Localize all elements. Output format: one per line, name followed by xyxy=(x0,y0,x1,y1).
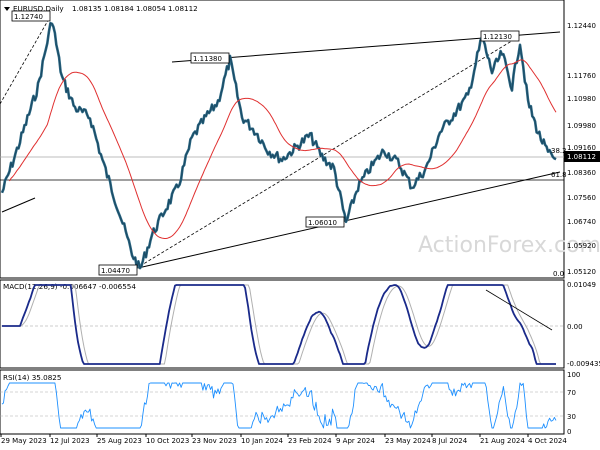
current-price-marker xyxy=(564,151,600,162)
pct-label: 38.2 xyxy=(551,147,567,155)
fib-label: 61.8 xyxy=(551,171,567,179)
svg-text:1.12740: 1.12740 xyxy=(14,13,43,21)
macd-panel xyxy=(0,279,565,369)
macd-label: MACD(12,26,9) -0.006647 -0.006554 xyxy=(3,282,136,291)
lower-trendline xyxy=(137,171,561,269)
rsi-scale-100: 100 xyxy=(567,371,580,379)
rsi-panel xyxy=(0,369,565,435)
x-axis-label: 10 Oct 2023 xyxy=(146,437,189,445)
macd-scale-bottom: -0.009435 xyxy=(567,360,600,368)
x-axis-label: 29 May 2023 xyxy=(1,437,47,445)
price-scale-label: 1.05120 xyxy=(567,268,596,276)
svg-text:1.04470: 1.04470 xyxy=(101,267,130,275)
price-panel xyxy=(0,0,565,279)
annotation-h3: 1.12130 xyxy=(480,30,520,42)
annotation-l1: 1.04470 xyxy=(98,264,138,276)
macd-trendline xyxy=(485,289,553,331)
rsi-line xyxy=(1,382,557,429)
watermark: ActionForex.com xyxy=(418,233,600,258)
price-scale-label: 1.08360 xyxy=(567,169,596,177)
x-axis-label: 23 Feb 2024 xyxy=(288,437,332,445)
macd-scale-top: 0.01049 xyxy=(567,281,596,289)
x-axis-label: 10 Jan 2024 xyxy=(241,437,284,445)
left-support-line xyxy=(1,197,36,213)
rsi-scale-70: 70 xyxy=(567,389,576,397)
current-price-label: 1.08112 xyxy=(567,153,596,161)
macd-scale-zero: 0.00 xyxy=(567,323,583,331)
annotation-h1: 1.12740 xyxy=(11,10,51,22)
symbol-label: EURUSD,Daily xyxy=(13,4,64,13)
x-axis-label: 12 Jul 2023 xyxy=(50,437,90,445)
x-axis-label: 21 Aug 2024 xyxy=(480,437,525,445)
moving-average-line xyxy=(9,59,557,239)
price-scale-label: 1.06740 xyxy=(567,218,596,226)
price-scale-label: 1.10980 xyxy=(567,95,596,103)
svg-text:1.12130: 1.12130 xyxy=(483,33,512,41)
annotation-h2: 1.11380 xyxy=(190,52,230,64)
price-line xyxy=(1,22,557,269)
dotted-channel-line xyxy=(139,35,521,267)
zero-label: 0.0 xyxy=(553,270,564,278)
ohlc-values: 1.08135 1.08184 1.08054 1.08112 xyxy=(72,4,198,13)
macd-main-line xyxy=(2,284,556,365)
rsi-scale-30: 30 xyxy=(567,413,576,421)
x-axis-label: 23 May 2024 xyxy=(385,437,431,445)
price-scale-label: 1.05920 xyxy=(567,242,596,250)
x-axis-label: 23 Nov 2023 xyxy=(192,437,237,445)
x-axis-label: 4 Oct 2024 xyxy=(528,437,567,445)
price-scale: 1.12440 1.11760 1.10980 1.09980 1.09160 1.083… xyxy=(567,22,596,276)
price-scale-label: 1.12440 xyxy=(567,22,596,30)
dotted-left-line xyxy=(0,16,51,105)
price-scale-label: 1.11760 xyxy=(567,72,596,80)
x-axis-label: 9 Apr 2024 xyxy=(336,437,375,445)
x-axis-label: 8 Jul 2024 xyxy=(432,437,468,445)
x-axis: 29 May 2023 12 Jul 2023 25 Aug 2023 10 Oct … xyxy=(0,434,567,445)
price-scale-label: 1.07560 xyxy=(567,194,596,202)
price-scale-label: 1.09160 xyxy=(567,144,596,152)
rsi-label: RSI(14) 35.0825 xyxy=(3,373,61,382)
rsi-scale-0: 0 xyxy=(567,428,571,436)
chevron-down-icon xyxy=(4,7,10,11)
x-axis-label: 25 Aug 2023 xyxy=(97,437,142,445)
annotation-l2: 1.06010 xyxy=(305,216,345,228)
svg-text:1.11380: 1.11380 xyxy=(193,55,222,63)
svg-text:1.06010: 1.06010 xyxy=(308,219,337,227)
price-scale-label: 1.09980 xyxy=(567,122,596,130)
